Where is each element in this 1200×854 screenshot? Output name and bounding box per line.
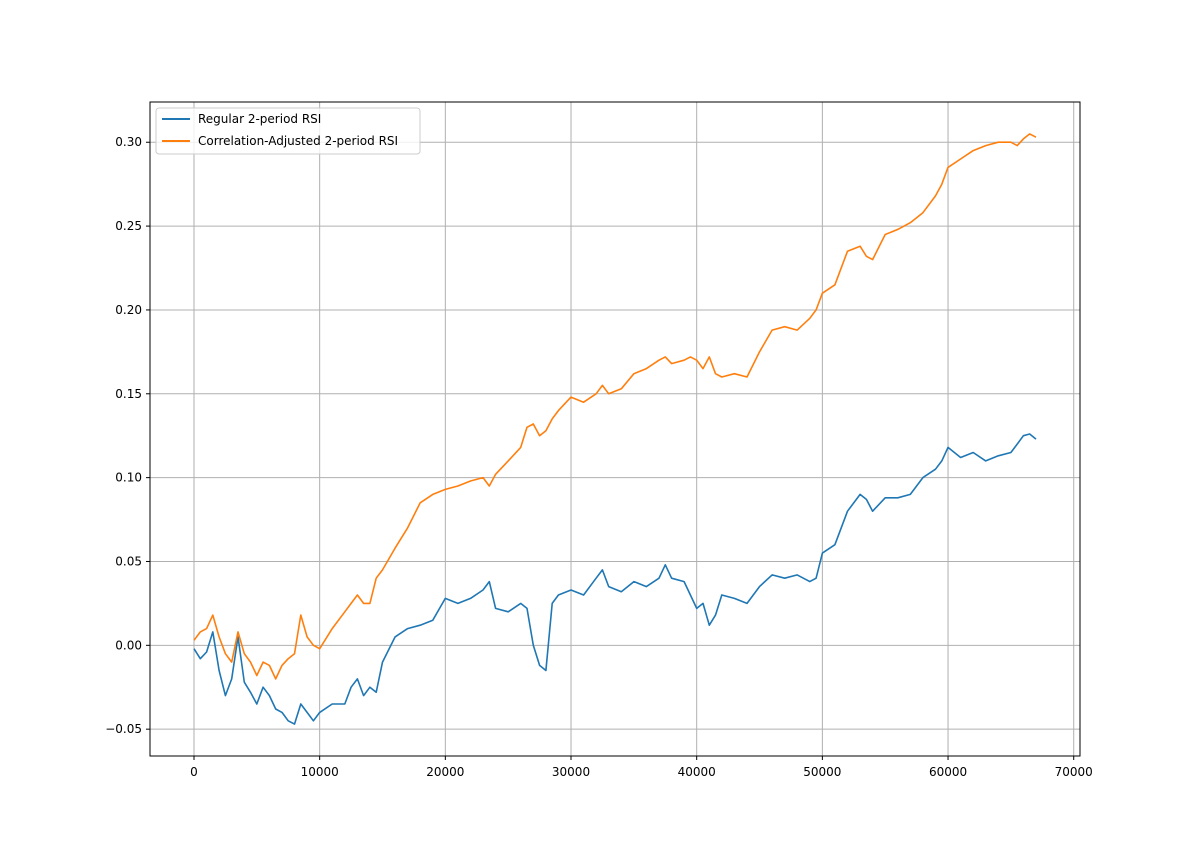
x-tick-label: 60000 (929, 765, 967, 779)
y-tick-label: 0.00 (115, 638, 142, 652)
legend-label-series-1: Correlation-Adjusted 2-period RSI (198, 134, 398, 148)
y-tick-label: 0.25 (115, 219, 142, 233)
legend-box (155, 107, 421, 155)
x-tick-label: 40000 (678, 765, 716, 779)
x-tick-label: 50000 (803, 765, 841, 779)
series-line-0 (193, 433, 1037, 725)
y-tick-label: 0.20 (115, 303, 142, 317)
y-tick-label: 0.05 (115, 554, 142, 568)
y-tick-label: −0.05 (105, 722, 142, 736)
plot-frame (149, 101, 1081, 757)
legend: Regular 2-period RSI Correlation-Adjuste… (155, 107, 421, 155)
y-tick-label: 0.10 (115, 471, 142, 485)
x-tick-label: 30000 (552, 765, 590, 779)
y-axis: −0.05 0.00 0.05 0.10 0.15 0.20 0.25 0.30 (105, 135, 150, 736)
grid-lines (150, 102, 1080, 756)
legend-label-series-0: Regular 2-period RSI (198, 112, 321, 126)
x-axis: 0 10000 20000 30000 40000 50000 60000 70000 (190, 756, 1093, 779)
x-tick-label: 10000 (301, 765, 339, 779)
x-tick-label: 70000 (1055, 765, 1093, 779)
x-tick-label: 20000 (426, 765, 464, 779)
series-line-1 (193, 133, 1037, 680)
y-tick-label: 0.15 (115, 387, 142, 401)
series-lines (193, 133, 1037, 725)
y-tick-label: 0.30 (115, 135, 142, 149)
x-tick-label: 0 (190, 765, 198, 779)
